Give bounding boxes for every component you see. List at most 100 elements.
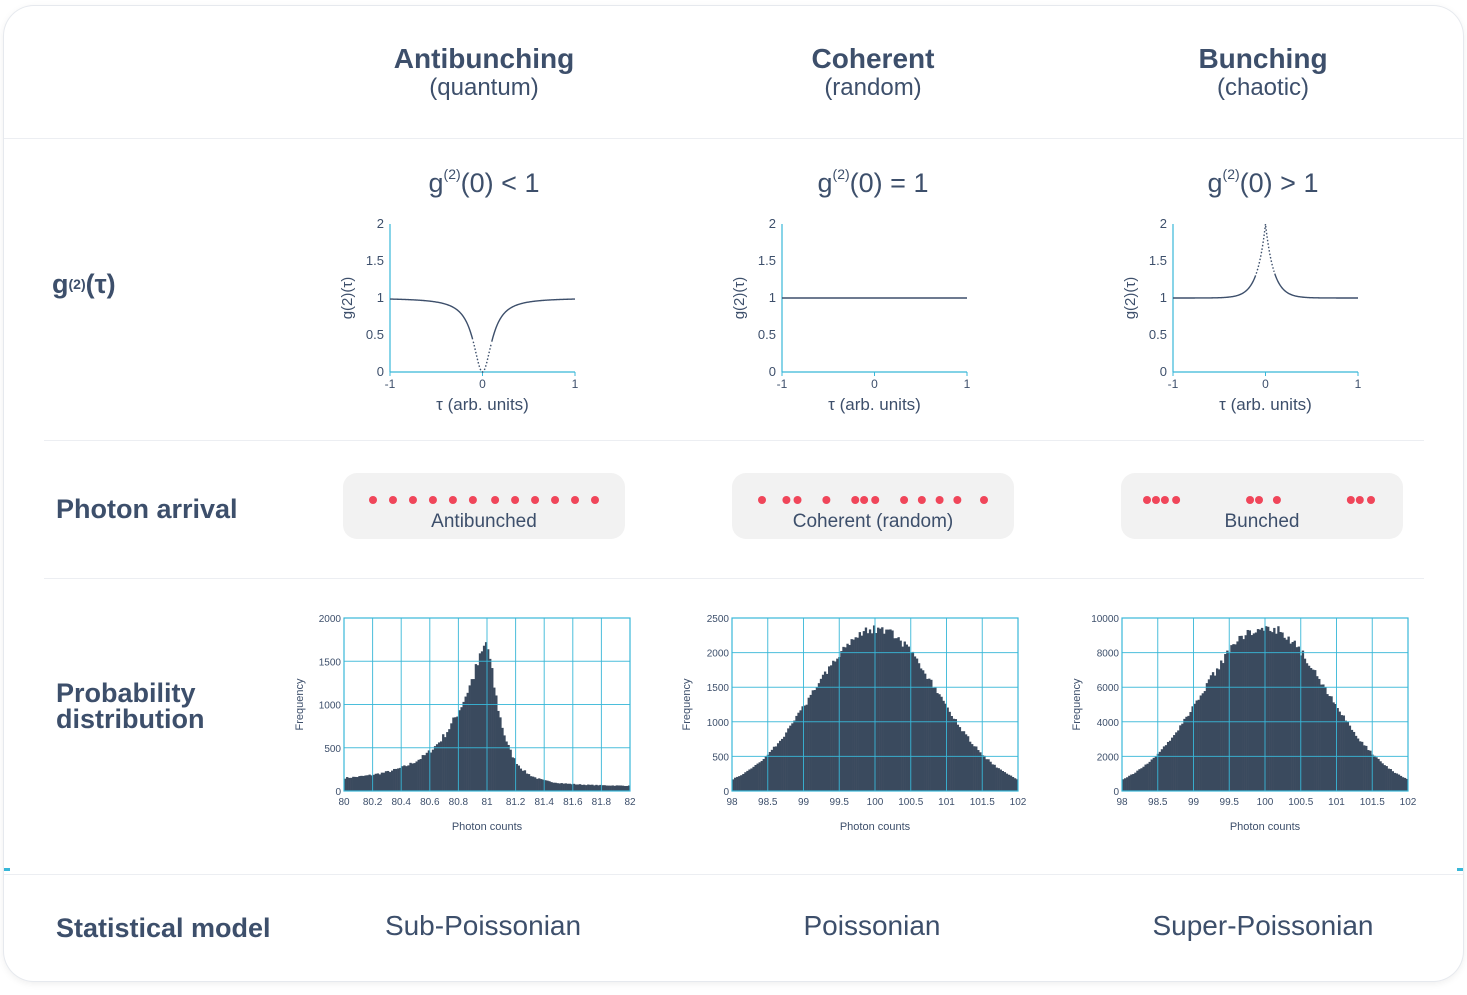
x-tick-label: 98.5 xyxy=(1148,797,1168,808)
histogram-bar xyxy=(462,701,465,791)
histogram-bar xyxy=(836,658,839,791)
photon-dot xyxy=(448,496,457,504)
histogram-bar xyxy=(956,724,960,791)
histogram-bar xyxy=(1379,761,1382,791)
histogram-bar xyxy=(819,678,823,791)
histogram-bar xyxy=(354,776,357,791)
histogram-bar xyxy=(966,736,970,791)
photon-dot xyxy=(980,496,988,504)
arrival-label: Coherent (random) xyxy=(792,511,954,532)
histogram-bar xyxy=(1285,639,1288,791)
histogram-bar xyxy=(1297,646,1301,791)
photon-dot xyxy=(782,496,791,504)
photon-dot xyxy=(511,496,520,504)
histogram-bar xyxy=(1391,771,1394,791)
histogram-bar xyxy=(1269,630,1272,791)
g2-curve xyxy=(389,298,474,340)
histogram-bar xyxy=(429,752,433,791)
histogram-bar xyxy=(1009,775,1013,791)
histogram-bar xyxy=(1338,711,1341,791)
histogram-sub-poissonian: 80 80.2 80.4 80.6 80.8 81 81.2 81.4 81.6 81.8 82 0 5… xyxy=(294,614,636,833)
histogram-bar xyxy=(390,770,394,791)
histogram-bar xyxy=(523,770,527,791)
histogram-bar xyxy=(1287,636,1290,791)
histogram-bar xyxy=(928,678,931,791)
histogram-bar xyxy=(1201,693,1205,791)
photon-dot xyxy=(851,496,860,504)
histogram-bar xyxy=(1314,670,1317,791)
equation-sup: (2) xyxy=(1222,166,1240,182)
photon-dot xyxy=(900,496,909,504)
y-tick-label: 2 xyxy=(377,216,384,231)
histogram-bar xyxy=(1356,738,1360,791)
histogram-bar xyxy=(1150,759,1153,791)
histogram-bar xyxy=(850,639,853,791)
histogram-bar xyxy=(917,663,921,791)
histogram-bar xyxy=(758,762,761,791)
histogram-bar xyxy=(538,778,541,791)
histogram-bar xyxy=(752,766,755,791)
histogram-bar xyxy=(1401,777,1405,791)
histogram-bar xyxy=(774,746,778,791)
histogram-bar xyxy=(435,744,439,791)
y-tick-label: 6000 xyxy=(1097,683,1120,694)
histogram-bar xyxy=(580,784,584,791)
histogram-bar xyxy=(378,774,382,791)
histogram-bar xyxy=(1187,715,1190,791)
x-tick-label: 81 xyxy=(481,797,493,808)
equation-prefix: g xyxy=(428,168,444,198)
x-axis-label: Photon counts xyxy=(840,821,911,833)
histogram-bar xyxy=(1234,644,1237,791)
histogram-bar xyxy=(1277,626,1280,791)
histogram-bar xyxy=(1166,741,1170,791)
histogram-bar xyxy=(542,779,545,791)
histogram-bar xyxy=(509,749,512,791)
histogram-bar xyxy=(603,785,606,791)
y-tick-label: 8000 xyxy=(1097,649,1120,660)
histogram-bar xyxy=(507,744,510,791)
histogram-bar xyxy=(1248,630,1251,791)
histogram-bar xyxy=(1246,629,1249,791)
histogram-bar xyxy=(825,673,829,791)
histogram-bar xyxy=(1375,757,1378,791)
histogram-bar xyxy=(1403,777,1407,791)
histogram-bar xyxy=(756,763,759,791)
g2-curve-dotted xyxy=(472,341,492,373)
column-title: Bunching xyxy=(1198,43,1328,74)
histogram-bar xyxy=(460,707,463,791)
column-subtitle: (quantum) xyxy=(429,74,539,101)
histogram-bar xyxy=(450,723,453,791)
model-poissonian: Poissonian xyxy=(803,910,941,941)
histogram-bar xyxy=(1189,712,1192,791)
histogram-bar xyxy=(1175,732,1178,791)
histogram-bar xyxy=(1191,706,1194,791)
x-tick-label: 98 xyxy=(726,797,738,808)
y-tick-label: 0.5 xyxy=(366,327,384,342)
histogram-bar xyxy=(605,785,608,791)
histogram-bar xyxy=(1397,774,1401,791)
histogram-bar xyxy=(807,697,810,791)
histogram-bar xyxy=(732,779,735,791)
histogram-bar xyxy=(936,693,939,791)
histogram-bar xyxy=(1148,761,1151,791)
histogram-bar xyxy=(1005,773,1009,791)
x-tick-label: -1 xyxy=(1168,377,1179,391)
histogram-bar xyxy=(885,629,888,791)
histogram-bar xyxy=(793,720,796,791)
photon-dot xyxy=(1255,496,1263,504)
histogram-bar xyxy=(356,777,359,791)
row-label-arrival: Photon arrival xyxy=(56,494,238,524)
histogram-bar xyxy=(823,671,827,791)
y-axis-label: Frequency xyxy=(681,678,693,730)
histogram-bar xyxy=(899,640,902,791)
histogram-bar xyxy=(454,717,457,791)
histogram-bar xyxy=(1342,715,1345,791)
y-tick-label: 1.5 xyxy=(366,253,384,268)
histogram-bar xyxy=(950,715,953,791)
histogram-bar xyxy=(397,768,400,791)
histogram-bar xyxy=(940,696,943,791)
histogram-bar xyxy=(760,761,763,791)
x-tick-label: 100 xyxy=(1257,797,1274,808)
x-tick-label: 0 xyxy=(1262,377,1269,391)
histogram-bar xyxy=(531,776,535,791)
